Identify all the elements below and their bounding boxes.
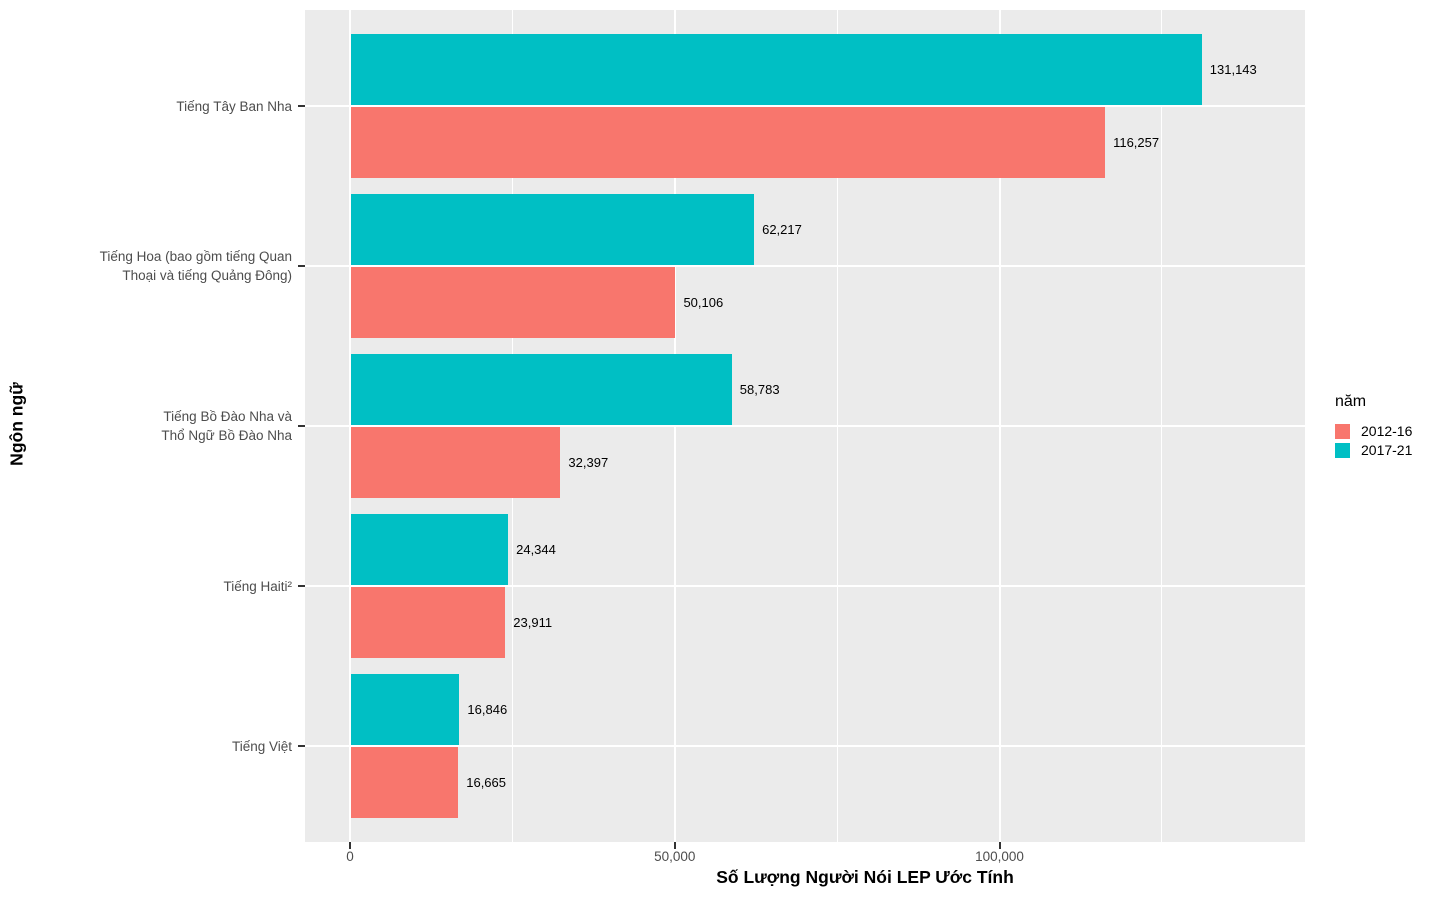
bar — [351, 34, 1202, 105]
y-category-label-line: Tiếng Bồ Đào Nha và — [163, 409, 292, 424]
bar-value-label: 58,783 — [739, 381, 780, 397]
y-category-label: Tiếng Việt — [232, 737, 292, 756]
y-category-label-line: Thổ Ngữ Bồ Đào Nha — [161, 428, 292, 443]
bar-value-label: 131,143 — [1209, 61, 1257, 77]
bar — [351, 674, 460, 745]
y-axis-tick — [298, 265, 305, 267]
y-category-label-line: Tiếng Tây Ban Nha — [176, 98, 292, 114]
legend-item-label: 2017-21 — [1361, 442, 1413, 458]
x-tick-label: 50,000 — [654, 849, 696, 864]
legend-title: năm — [1335, 393, 1367, 410]
y-category-label-line: Thoại và tiếng Quảng Đông) — [122, 268, 292, 283]
x-axis-tick — [673, 842, 676, 849]
y-category-label-line: Tiếng Việt — [231, 738, 292, 754]
bar — [351, 354, 732, 425]
x-tick-label: 100,000 — [975, 849, 1024, 864]
bar — [351, 587, 506, 658]
bar-value-label: 16,846 — [467, 701, 508, 717]
bar — [351, 194, 755, 265]
bar-value-label: 62,217 — [762, 221, 802, 237]
bar — [351, 267, 676, 338]
y-axis-tick — [298, 745, 305, 747]
y-axis-title: Ngôn ngữ — [6, 382, 27, 466]
gridline-major-horizontal — [305, 105, 1305, 107]
bar — [351, 427, 561, 498]
bar-value-label: 23,911 — [513, 614, 553, 630]
y-category-label: Tiếng Hoa (bao gồm tiếng Quan Thoại và ti… — [100, 247, 292, 285]
bar-value-label: 32,397 — [568, 454, 609, 470]
y-category-label-line: Tiếng Haiti² — [223, 578, 292, 594]
y-axis-tick — [298, 585, 305, 587]
bar-value-label: 16,665 — [466, 774, 506, 790]
y-category-label: Tiếng Bồ Đào Nha và Thổ Ngữ Bồ Đào Nha — [161, 407, 292, 445]
legend-item: 2017-21 — [1335, 441, 1412, 460]
gridline-major-horizontal — [305, 425, 1305, 427]
x-axis-tick — [998, 842, 1001, 849]
plot-panel: 116,257 50,106 32,397 23,911 16,665 131,143 62… — [305, 10, 1305, 842]
y-category-label: Tiếng Tây Ban Nha — [176, 97, 292, 116]
gridline-major-horizontal — [305, 745, 1305, 747]
bar-value-label: 50,106 — [683, 294, 724, 310]
bar-value-label: 24,344 — [516, 541, 556, 557]
bar-value-label: 116,257 — [1113, 134, 1160, 150]
x-axis-title: Số Lượng Người Nói LEP Ước Tính — [716, 867, 1014, 887]
bar — [351, 514, 509, 585]
legend-item-label: 2012-16 — [1361, 423, 1413, 439]
x-axis-tick — [349, 842, 351, 849]
gridline-major-horizontal — [305, 265, 1305, 267]
legend-swatch — [1335, 443, 1350, 458]
legend-items: 2012-16 2017-21 — [1335, 422, 1412, 460]
bar — [351, 747, 459, 818]
y-category-label: Tiếng Haiti² — [223, 577, 292, 596]
y-axis-tick — [298, 425, 305, 427]
bar — [351, 107, 1106, 178]
gridline-major-horizontal — [305, 585, 1305, 587]
x-tick-label: 0 — [346, 849, 354, 864]
y-axis-tick — [298, 105, 305, 107]
legend: năm 2012-16 2017-21 — [1335, 392, 1412, 460]
y-category-label-line: Tiếng Hoa (bao gồm tiếng Quan — [99, 249, 292, 264]
legend-swatch — [1335, 424, 1350, 439]
legend-item: 2012-16 — [1335, 422, 1412, 441]
